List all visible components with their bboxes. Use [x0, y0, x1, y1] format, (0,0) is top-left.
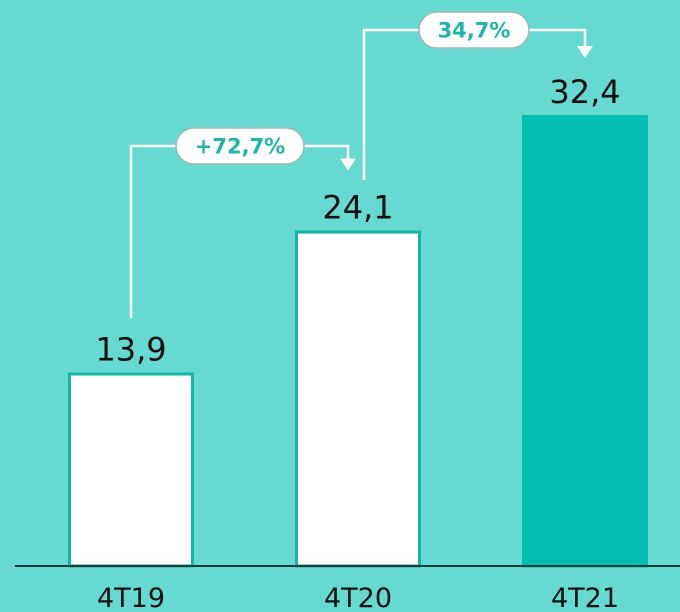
value-label-4t19: 13,9 — [95, 331, 166, 369]
bars-group — [68, 115, 648, 568]
value-label-4t20: 24,1 — [322, 189, 393, 227]
x-tick-label-4t19: 4T19 — [97, 583, 165, 612]
arrowhead — [340, 158, 356, 171]
arrowhead — [577, 46, 593, 58]
bar-4t21 — [522, 115, 648, 568]
growth-label: 34,7% — [438, 19, 511, 43]
growth-pill — [175, 127, 305, 165]
growth-annotations-group: +72,7% 34,7% — [129, 11, 593, 318]
category-labels-group: 4T19 4T20 4T21 — [97, 583, 619, 612]
growth-annotation-2: 34,7% — [362, 11, 593, 180]
growth-annotation-1: +72,7% — [129, 127, 356, 318]
value-label-4t21: 32,4 — [549, 73, 620, 111]
x-tick-label-4t21: 4T21 — [551, 583, 619, 612]
growth-label: +72,7% — [195, 135, 285, 159]
bar-4t19 — [68, 372, 194, 568]
value-labels-group: 13,9 24,1 32,4 — [95, 73, 620, 369]
x-tick-label-4t20: 4T20 — [324, 583, 392, 612]
bar-4t20 — [295, 230, 421, 568]
growth-pill — [418, 11, 530, 49]
